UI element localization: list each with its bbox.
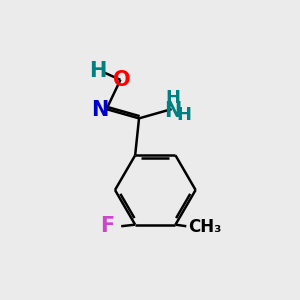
Text: N: N (92, 100, 109, 120)
Text: N: N (164, 101, 182, 121)
Text: H: H (176, 106, 191, 124)
Text: O: O (113, 70, 131, 90)
Text: CH₃: CH₃ (188, 218, 222, 236)
Text: H: H (166, 89, 181, 107)
Text: H: H (89, 61, 106, 81)
Text: F: F (100, 216, 114, 236)
